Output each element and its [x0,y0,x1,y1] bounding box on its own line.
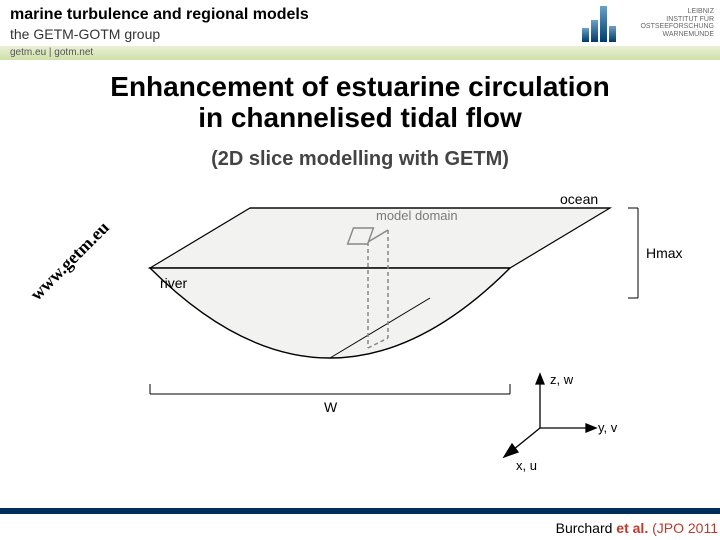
iow-logo-icon [582,6,618,42]
slide-title-line2: in channelised tidal flow [198,102,522,133]
diagram-hmax-bracket [628,208,638,298]
institute-line2: INSTITUT FÜR [666,16,714,23]
institute-line1: LEIBNIZ [688,8,714,15]
header-url-bar: getm.eu | gotm.net [0,46,720,60]
institute-line4: WARNEMÜNDE [663,31,714,38]
slide-subtitle: (2D slice modelling with GETM) [0,148,720,171]
slide-title: Enhancement of estuarine circulation in … [0,72,720,134]
channel-diagram: river ocean model domain Hmax W z, w [120,188,700,498]
institute-line3: OSTSEEFORSCHUNG [640,23,714,30]
diagram-w-bracket [150,384,510,394]
slide-title-line1: Enhancement of estuarine circulation [110,71,609,102]
citation-etal: et al. [612,520,652,536]
diagram-label-river: river [160,275,188,291]
diagram-axis-y: y, v [598,420,618,435]
header-subtitle: the GETM-GOTM group [10,26,160,42]
diagram-label-hmax: Hmax [646,245,683,261]
diagram-front-face [150,268,510,358]
diagram-label-model-domain: model domain [376,208,458,223]
citation-author: Burchard [556,520,613,536]
footer-bar [0,508,720,514]
watermark-url: www.getm.eu [26,217,114,305]
diagram-label-ocean: ocean [560,191,598,207]
citation-jpo: (JPO 2011 [652,520,718,536]
diagram-axis-x: x, u [516,458,537,473]
citation: Burchard et al. (JPO 2011 [556,520,718,536]
header-title: marine turbulence and regional models [10,6,309,24]
diagram-label-w: W [324,399,338,415]
diagram-axis-z: z, w [550,372,574,387]
institute-label: LEIBNIZ INSTITUT FÜR OSTSEEFORSCHUNG WAR… [640,8,714,39]
